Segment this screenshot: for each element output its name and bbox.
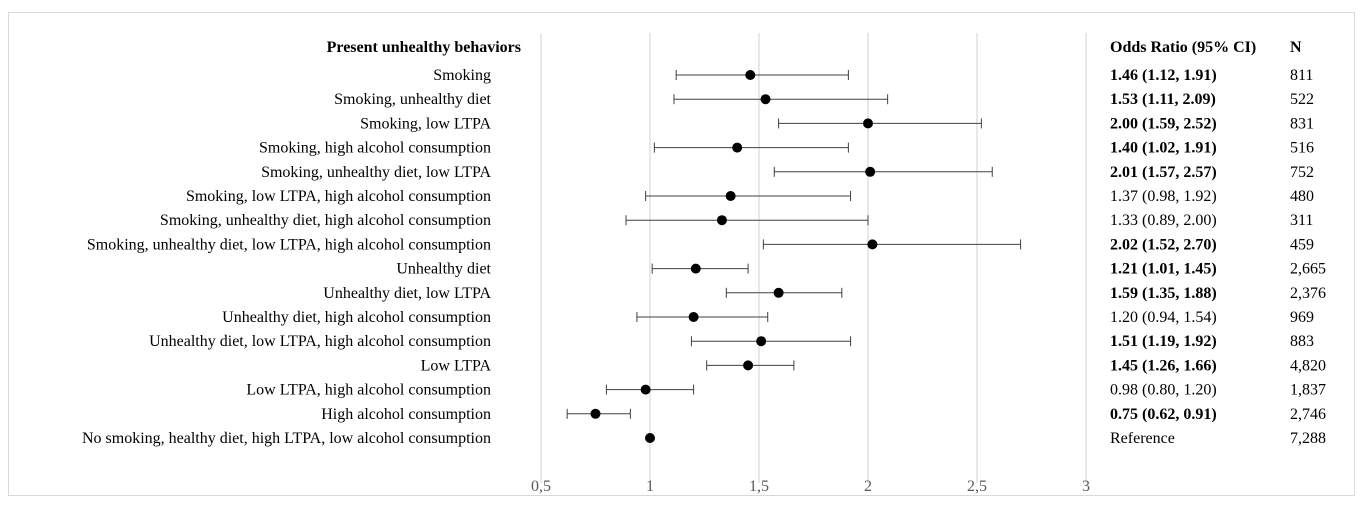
table-row: Low LTPA, high alcohol consumption 0.98 (… (246, 382, 1326, 399)
odds-ratio-value: 1.20 (0.94, 1.54) (1110, 309, 1217, 326)
row-label: Smoking, unhealthy diet, low LTPA (261, 164, 491, 181)
n-value: 480 (1290, 188, 1314, 205)
odds-ratio-point (732, 142, 743, 153)
row-label: Low LTPA (421, 357, 492, 374)
odds-ratio-value: 1.45 (1.26, 1.66) (1110, 357, 1217, 374)
odds-ratio-point (645, 433, 655, 443)
table-row: Unhealthy diet, high alcohol consumption… (222, 309, 1314, 326)
table-row: Smoking, unhealthy diet, low LTPA, high … (87, 236, 1314, 253)
row-label: Unhealthy diet, low LTPA, high alcohol c… (149, 333, 491, 350)
odds-ratio-value: 0.98 (0.80, 1.20) (1110, 382, 1217, 399)
table-row: Unhealthy diet, low LTPA, high alcohol c… (149, 333, 1314, 350)
row-label: High alcohol consumption (321, 406, 491, 423)
n-value: 831 (1290, 115, 1314, 132)
odds-ratio-value: 2.00 (1.59, 2.52) (1110, 115, 1217, 132)
odds-ratio-point (688, 312, 699, 322)
odds-ratio-point (590, 408, 601, 419)
odds-ratio-value: 1.40 (1.02, 1.91) (1110, 140, 1217, 157)
x-tick-label: 1,5 (749, 478, 769, 495)
odds-ratio-value: 0.75 (0.62, 0.91) (1110, 406, 1217, 423)
table-row: Smoking, low LTPA 2.00 (1.59, 2.52) 831 (360, 115, 1314, 132)
odds-ratio-point (640, 384, 651, 395)
row-label: Low LTPA, high alcohol consumption (246, 382, 491, 399)
n-value: 459 (1290, 236, 1314, 253)
chart-frame: 0,5 1 1,5 2 2,5 3 Present unhealthy behaviors… (8, 12, 1355, 496)
odds-ratio-point (743, 360, 754, 371)
rows-layer: Smoking 1.46 (1.12, 1.91) 811 Smoking, unhe… (82, 67, 1326, 447)
row-label: Smoking, low LTPA (360, 115, 491, 132)
table-row: High alcohol consumption 0.75 (0.62, 0.91… (321, 406, 1326, 423)
row-label: Smoking, high alcohol consumption (259, 140, 491, 157)
odds-ratio-value: 1.59 (1.35, 1.88) (1110, 285, 1217, 302)
table-row: Smoking, unhealthy diet 1.53 (1.11, 2.09)… (334, 91, 1314, 108)
grid-layer (540, 33, 1087, 483)
odds-ratio-point (865, 166, 876, 177)
table-row: Smoking 1.46 (1.12, 1.91) 811 (433, 67, 1313, 84)
odds-ratio-point (867, 239, 878, 250)
odds-ratio-point (690, 263, 701, 274)
n-value: 969 (1290, 309, 1314, 326)
row-label: Smoking, low LTPA, high alcohol consumpt… (186, 188, 491, 205)
row-label: Smoking, unhealthy diet, high alcohol co… (160, 212, 491, 229)
row-label: Smoking (433, 67, 491, 84)
odds-ratio-value: 2.01 (1.57, 2.57) (1110, 164, 1217, 181)
table-row: Smoking, unhealthy diet, low LTPA 2.01 (1… (261, 164, 1314, 181)
row-label: Unhealthy diet (396, 261, 491, 278)
x-tick-label: 2 (864, 478, 872, 495)
n-value: 2,376 (1290, 285, 1326, 302)
x-tick-label: 2,5 (967, 478, 987, 495)
table-row: No smoking, healthy diet, high LTPA, low… (82, 430, 1326, 447)
odds-ratio-value: 1.37 (0.98, 1.92) (1110, 188, 1217, 205)
n-value: 2,746 (1290, 406, 1326, 423)
row-label: Unhealthy diet, high alcohol consumption (222, 309, 491, 326)
row-label: No smoking, healthy diet, high LTPA, low… (82, 430, 491, 447)
table-row: Low LTPA 1.45 (1.26, 1.66) 4,820 (421, 357, 1326, 374)
odds-ratio-point (745, 70, 756, 80)
table-row: Unhealthy diet 1.21 (1.01, 1.45) 2,665 (396, 261, 1326, 278)
n-value: 311 (1290, 212, 1313, 229)
n-header: N (1290, 39, 1302, 56)
n-value: 4,820 (1290, 357, 1326, 374)
table-row: Unhealthy diet, low LTPA 1.59 (1.35, 1.88… (323, 285, 1326, 302)
odds-ratio-value: 1.53 (1.11, 2.09) (1110, 91, 1216, 108)
odds-ratio-value: 1.33 (0.89, 2.00) (1110, 212, 1217, 229)
x-axis-ticks: 0,5 1 1,5 2 2,5 3 (531, 478, 1090, 495)
n-value: 522 (1290, 91, 1314, 108)
odds-ratio-value: 1.21 (1.01, 1.45) (1110, 261, 1217, 278)
table-row: Smoking, low LTPA, high alcohol consumpt… (186, 188, 1314, 205)
table-row: Smoking, high alcohol consumption 1.40 (1… (259, 140, 1314, 157)
odds-ratio-point (725, 191, 736, 201)
behaviors-header: Present unhealthy behaviors (327, 39, 521, 56)
odds-ratio-value: Reference (1110, 430, 1175, 447)
row-label: Unhealthy diet, low LTPA (323, 285, 491, 302)
forest-plot: 0,5 1 1,5 2 2,5 3 Present unhealthy behaviors… (82, 33, 1326, 495)
odds-ratio-value: 1.51 (1.19, 1.92) (1110, 333, 1217, 350)
n-value: 2,665 (1290, 261, 1326, 278)
odds-ratio-value: 2.02 (1.52, 2.70) (1110, 236, 1217, 253)
n-value: 516 (1290, 140, 1314, 157)
x-tick-label: 0,5 (531, 478, 551, 495)
odds-ratio-point (756, 336, 767, 347)
n-value: 883 (1290, 333, 1314, 350)
n-value: 1,837 (1290, 382, 1326, 399)
odds-ratio-header: Odds Ratio (95% CI) (1110, 39, 1256, 56)
n-value: 811 (1290, 67, 1313, 84)
row-label: Smoking, unhealthy diet, low LTPA, high … (87, 236, 491, 253)
table-row: Smoking, unhealthy diet, high alcohol co… (160, 212, 1313, 229)
n-value: 752 (1290, 164, 1314, 181)
odds-ratio-value: 1.46 (1.12, 1.91) (1110, 67, 1217, 84)
x-tick-label: 1 (646, 478, 654, 495)
n-value: 7,288 (1290, 430, 1326, 447)
x-tick-label: 3 (1082, 478, 1090, 495)
odds-ratio-point (863, 118, 873, 129)
odds-ratio-point (773, 287, 784, 298)
row-label: Smoking, unhealthy diet (334, 91, 491, 108)
odds-ratio-point (716, 215, 727, 226)
odds-ratio-point (760, 94, 771, 105)
